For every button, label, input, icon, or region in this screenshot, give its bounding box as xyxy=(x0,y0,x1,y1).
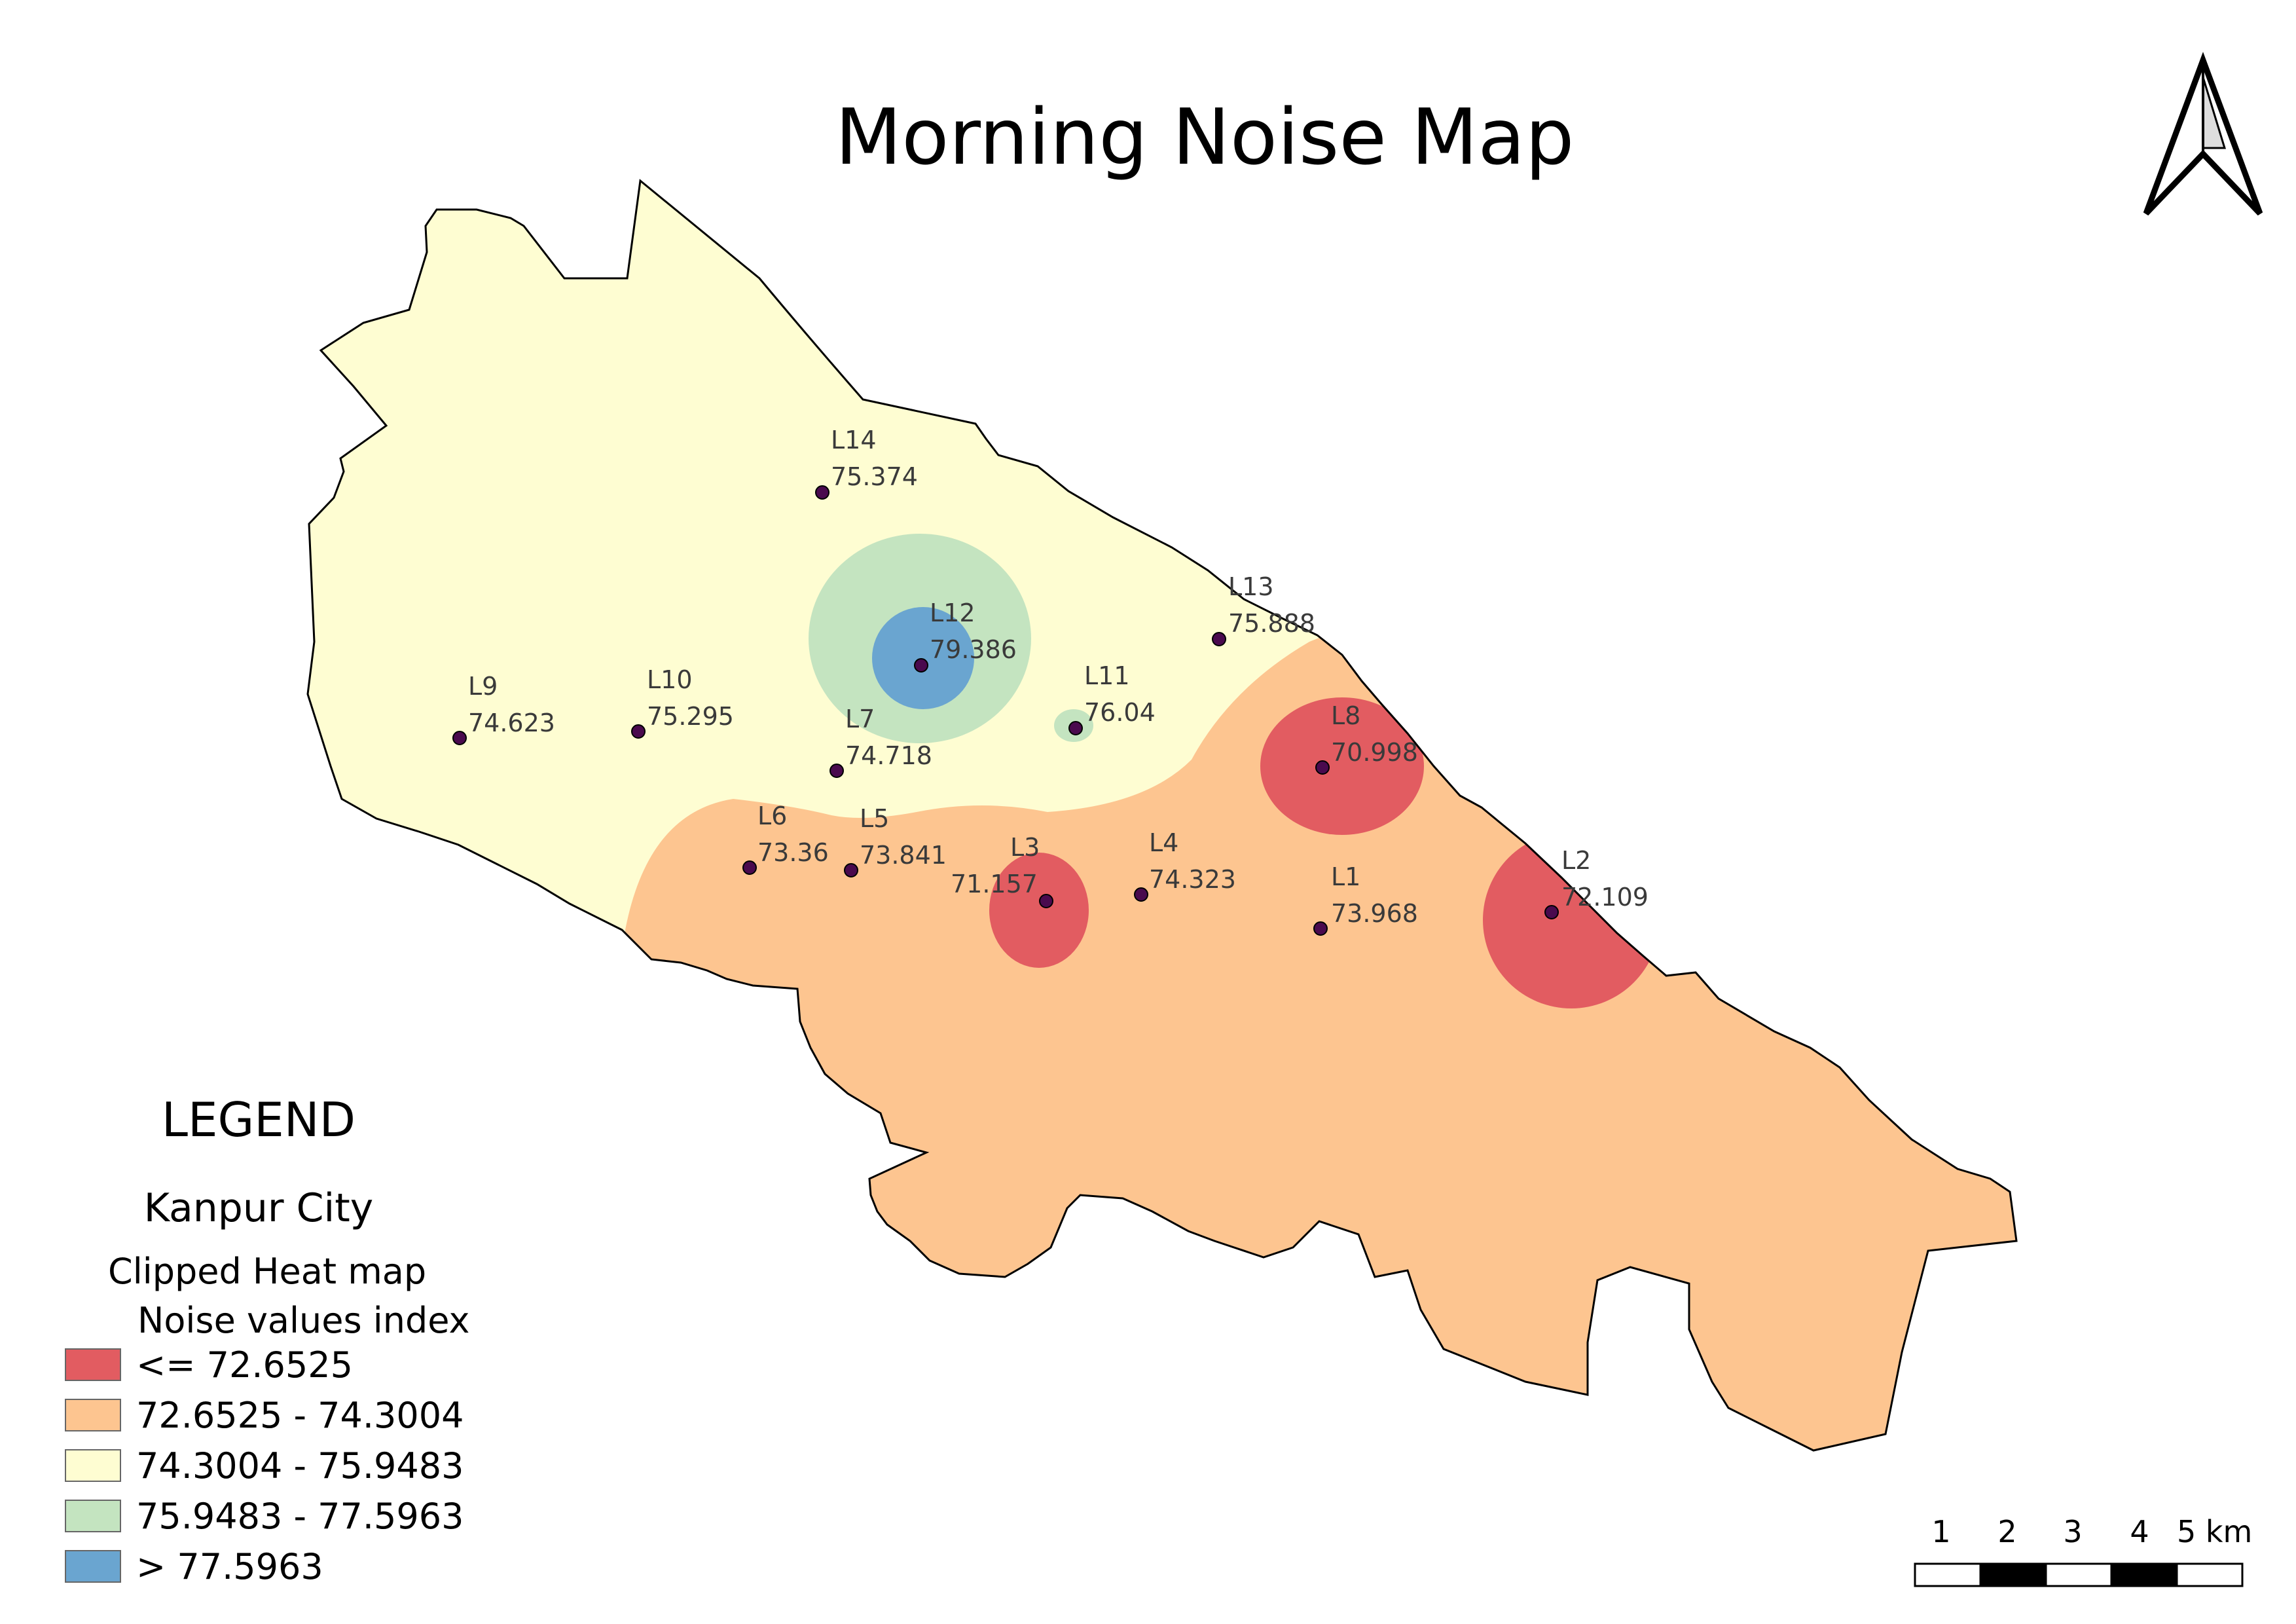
point-marker xyxy=(844,863,858,877)
sample-point-l11: L11 76.04 xyxy=(1068,661,1156,735)
point-value-label: 74.718 xyxy=(845,741,932,770)
legend-class-label: 74.3004 - 75.9483 xyxy=(136,1445,464,1486)
legend-class-item: <= 72.6525 xyxy=(65,1344,353,1386)
sample-point-l12: L12 79.386 xyxy=(914,599,1017,673)
scale-label: 3 xyxy=(2063,1514,2082,1549)
zone-above-77-5963 xyxy=(872,607,974,709)
point-id-label: L13 xyxy=(1228,572,1274,601)
scale-label: 1 xyxy=(1931,1514,1950,1549)
sample-point-l13: L13 75.888 xyxy=(1212,572,1315,646)
legend-class-item: 72.6525 - 74.3004 xyxy=(65,1395,464,1436)
sample-point-l7: L7 74.718 xyxy=(829,705,932,778)
point-marker xyxy=(1134,887,1148,902)
point-id-label: L3 xyxy=(1010,833,1040,862)
point-marker xyxy=(1313,921,1328,936)
zone-low-l8 xyxy=(1260,697,1424,835)
point-value-label: 74.323 xyxy=(1149,865,1236,894)
legend-field-name: Noise values index xyxy=(137,1300,470,1341)
sample-point-l1: L1 73.968 xyxy=(1313,862,1418,936)
legend-group-name: Clipped Heat map xyxy=(108,1251,426,1292)
point-id-label: L10 xyxy=(647,665,693,694)
sample-point-l8: L8 70.998 xyxy=(1315,701,1418,775)
legend-swatch xyxy=(65,1550,121,1583)
point-value-label: 75.295 xyxy=(647,702,734,731)
scale-label: 2 xyxy=(1997,1514,2016,1549)
sample-point-l4: L4 74.323 xyxy=(1134,828,1236,902)
sample-point-l14: L14 75.374 xyxy=(815,426,918,500)
map-title: Morning Noise Map xyxy=(835,92,1574,182)
legend-class-label: 72.6525 - 74.3004 xyxy=(136,1395,464,1436)
point-marker xyxy=(1212,632,1226,646)
point-marker xyxy=(742,860,757,875)
legend-classes: <= 72.6525 72.6525 - 74.3004 74.3004 - 75.… xyxy=(65,1344,464,1587)
point-value-label: 72.109 xyxy=(1561,883,1649,912)
point-id-label: L2 xyxy=(1561,846,1591,875)
scale-segment xyxy=(2176,1562,2244,1587)
point-value-label: 75.374 xyxy=(831,462,918,491)
point-marker xyxy=(1544,905,1559,919)
point-value-label: 75.888 xyxy=(1228,609,1315,638)
point-id-label: L5 xyxy=(860,804,889,833)
point-marker xyxy=(452,731,467,745)
point-value-label: 71.157 xyxy=(951,870,1038,898)
point-value-label: 70.998 xyxy=(1331,738,1418,767)
point-marker xyxy=(829,764,844,778)
sample-point-l5: L5 73.841 xyxy=(844,804,947,877)
point-value-label: 73.841 xyxy=(860,841,947,870)
point-marker xyxy=(914,658,928,673)
scale-segment xyxy=(1979,1562,2047,1587)
legend-swatch xyxy=(65,1399,121,1431)
legend-swatch xyxy=(65,1449,121,1482)
legend-class-item: 75.9483 - 77.5963 xyxy=(65,1496,464,1537)
sample-point-l6: L6 73.36 xyxy=(742,802,829,875)
point-value-label: 73.36 xyxy=(757,838,829,867)
legend-layer-name: Kanpur City xyxy=(144,1185,374,1231)
point-id-label: L6 xyxy=(757,802,787,830)
point-marker xyxy=(1068,721,1083,735)
point-marker xyxy=(1315,760,1330,775)
legend-swatch xyxy=(65,1500,121,1532)
point-id-label: L9 xyxy=(468,672,498,701)
legend: LEGEND Kanpur City Clipped Heat map Nois… xyxy=(65,1092,470,1587)
sample-point-l3: L3 71.157 xyxy=(951,833,1053,908)
point-id-label: L11 xyxy=(1084,661,1130,690)
legend-class-label: 75.9483 - 77.5963 xyxy=(136,1496,464,1537)
sample-point-l10: L10 75.295 xyxy=(631,665,734,739)
scale-segment xyxy=(2045,1562,2113,1587)
legend-swatch xyxy=(65,1348,121,1381)
sample-point-l2: L2 72.109 xyxy=(1544,846,1649,919)
point-value-label: 76.04 xyxy=(1084,698,1156,727)
north-arrow-icon xyxy=(2143,52,2263,216)
legend-class-label: <= 72.6525 xyxy=(136,1344,353,1386)
point-id-label: L1 xyxy=(1331,862,1360,891)
point-marker xyxy=(1039,894,1053,908)
point-id-label: L8 xyxy=(1331,701,1360,730)
point-value-label: 79.386 xyxy=(930,635,1017,664)
point-marker xyxy=(631,724,646,739)
scale-segment xyxy=(1914,1562,1982,1587)
point-id-label: L7 xyxy=(845,705,875,733)
legend-heading: LEGEND xyxy=(162,1092,355,1147)
legend-class-item: > 77.5963 xyxy=(65,1546,323,1587)
point-id-label: L12 xyxy=(930,599,975,627)
zone-low-l3 xyxy=(989,853,1089,968)
scale-label: 4 xyxy=(2130,1514,2149,1549)
sample-point-l9: L9 74.623 xyxy=(452,672,555,745)
legend-class-label: > 77.5963 xyxy=(136,1546,323,1587)
point-marker xyxy=(815,485,829,500)
kanpur-city-boundary xyxy=(306,179,2018,1452)
point-value-label: 73.968 xyxy=(1331,899,1418,928)
scale-label: 5 km xyxy=(2177,1514,2252,1549)
point-value-label: 74.623 xyxy=(468,709,555,737)
scale-segment xyxy=(2110,1562,2178,1587)
legend-class-item: 74.3004 - 75.9483 xyxy=(65,1445,464,1486)
scale-bar: 1 2 3 4 5 km xyxy=(1914,1514,2252,1587)
point-id-label: L14 xyxy=(831,426,877,454)
point-id-label: L4 xyxy=(1149,828,1178,857)
sample-points-layer: L1 73.968 L2 72.109 L3 71.157 L4 74.323 L5 73.841… xyxy=(452,426,1649,936)
